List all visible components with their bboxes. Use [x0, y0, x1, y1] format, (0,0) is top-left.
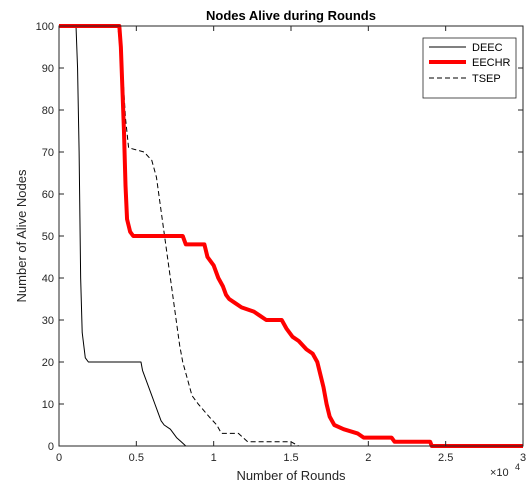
legend: DEEC EECHR TSEP: [422, 37, 517, 99]
x-tick-label: 1: [211, 452, 217, 464]
legend-box: [422, 37, 517, 99]
y-axis-label: Number of Alive Nodes: [14, 169, 29, 302]
y-tick-label: 10: [42, 399, 54, 411]
x-exponent-base: ×10: [490, 467, 509, 479]
series-line-deec: [59, 25, 523, 447]
y-tick-label: 20: [42, 357, 54, 369]
y-tick-label: 0: [48, 441, 54, 453]
y-tick-label: 100: [36, 21, 54, 33]
x-tick-label: 0.5: [129, 452, 144, 464]
y-tick-label: 50: [42, 231, 54, 243]
x-tick-label: 2.5: [438, 452, 453, 464]
series-layer: [59, 24, 523, 448]
series-line-eechr: [59, 24, 523, 448]
y-axis-ticks: 0 10 20 30 40 50 60 70 80 90 100: [36, 21, 523, 453]
x-axis-label: Number of Rounds: [236, 468, 346, 483]
x-axis-ticks: 0 0.5 1 1.5 2 2.5 3: [56, 26, 526, 464]
x-tick-label: 2: [365, 452, 371, 464]
legend-label-eechr: EECHR: [472, 57, 511, 69]
x-tick-label: 3: [520, 452, 526, 464]
y-tick-label: 80: [42, 105, 54, 117]
y-tick-label: 60: [42, 189, 54, 201]
y-tick-label: 40: [42, 273, 54, 285]
series-line-tsep: [59, 25, 523, 447]
y-tick-label: 90: [42, 63, 54, 75]
x-tick-label: 0: [56, 452, 62, 464]
legend-label-tsep: TSEP: [472, 73, 501, 85]
y-tick-label: 30: [42, 315, 54, 327]
x-exponent-power: 4: [515, 462, 520, 472]
x-tick-label: 1.5: [283, 452, 298, 464]
legend-label-deec: DEEC: [472, 42, 503, 54]
chart-title: Nodes Alive during Rounds: [206, 8, 376, 23]
y-tick-label: 70: [42, 147, 54, 159]
